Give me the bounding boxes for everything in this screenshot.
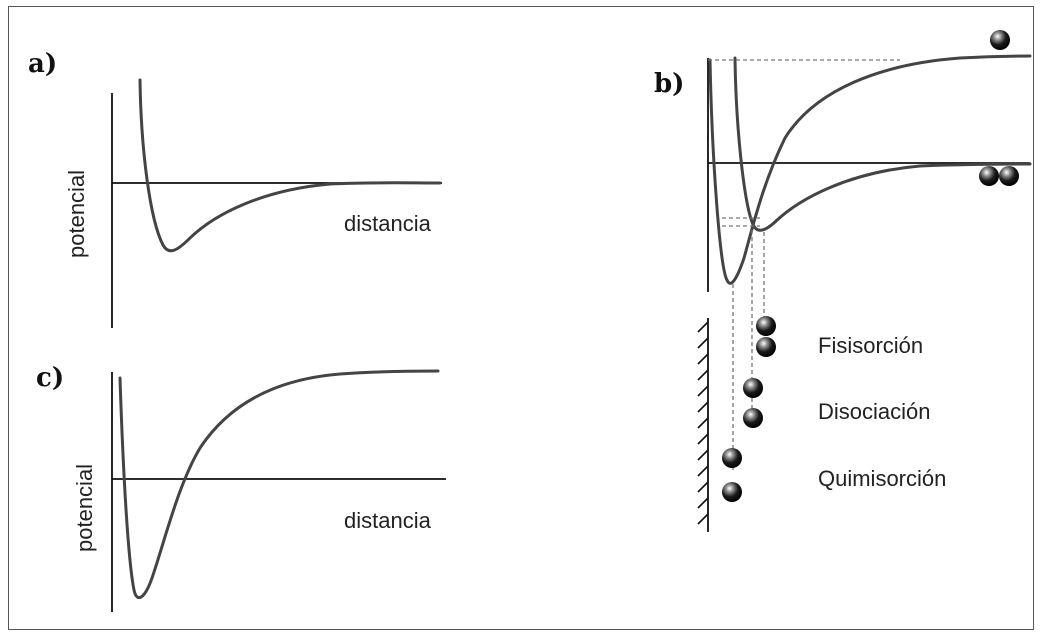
panel-b-molecular-curve [733,56,1032,232]
panel-c-potential-curve [118,369,440,600]
disociacion-sphere-icon [743,408,763,428]
panel-a-ylabel: potencial [64,170,89,258]
quimisorcion-sphere-icon [722,482,742,502]
disociacion-sphere-icon [743,378,763,398]
panel-a-letter: a) [28,49,57,79]
figure-frame [8,6,1034,630]
panel-a: a) potencial distancia [28,49,442,328]
panel-b-dissociated-curve [708,54,1032,285]
panel-a-xlabel: distancia [344,211,432,236]
panel-a-potential-curve [138,78,442,253]
quimisorcion-sphere-icon [722,448,742,468]
panel-c-letter: c) [36,363,64,393]
label-disociacion: Disociación [818,399,931,424]
panel-c-ylabel: potencial [72,464,97,552]
atom-sphere-icon [990,30,1010,50]
fisisorcion-sphere-icon [756,316,776,336]
panel-c-xlabel: distancia [344,508,432,533]
molecule-sphere-icon [999,166,1019,186]
panel-b-letter: b) [654,69,684,99]
surface-hatching [697,321,709,525]
molecule-sphere-icon [979,166,999,186]
label-fisisorcion: Fisisorción [818,333,923,358]
fisisorcion-sphere-icon [756,337,776,357]
panel-b: b) [654,30,1032,532]
label-quimisorcion: Quimisorción [818,466,946,491]
panel-c: c) potencial distancia [36,363,446,612]
